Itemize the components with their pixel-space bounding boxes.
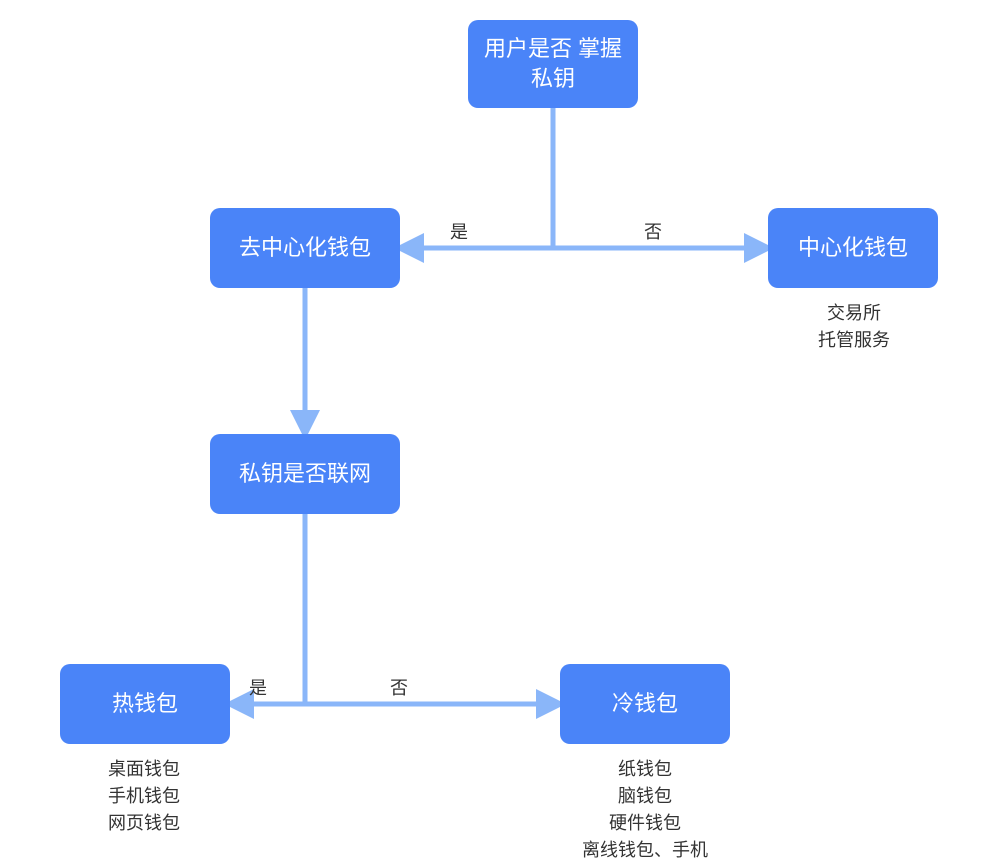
node-root: 用户是否 掌握私钥: [468, 20, 638, 108]
node-cold: 冷钱包: [560, 664, 730, 744]
node-decent: 去中心化钱包: [210, 208, 400, 288]
caption-hot: 桌面钱包 手机钱包 网页钱包: [108, 756, 180, 837]
node-hot: 热钱包: [60, 664, 230, 744]
node-cent: 中心化钱包: [768, 208, 938, 288]
node-online: 私钥是否联网: [210, 434, 400, 514]
caption-cold: 纸钱包 脑钱包 硬件钱包 离线钱包、手机: [582, 756, 708, 859]
edge-label-e-online-hot: 是: [249, 674, 267, 700]
edge-label-e-online-cold: 否: [390, 674, 408, 700]
edge-label-e-root-decent: 是: [450, 218, 468, 244]
caption-cent: 交易所 托管服务: [818, 300, 890, 354]
edge-label-e-root-cent: 否: [644, 218, 662, 244]
